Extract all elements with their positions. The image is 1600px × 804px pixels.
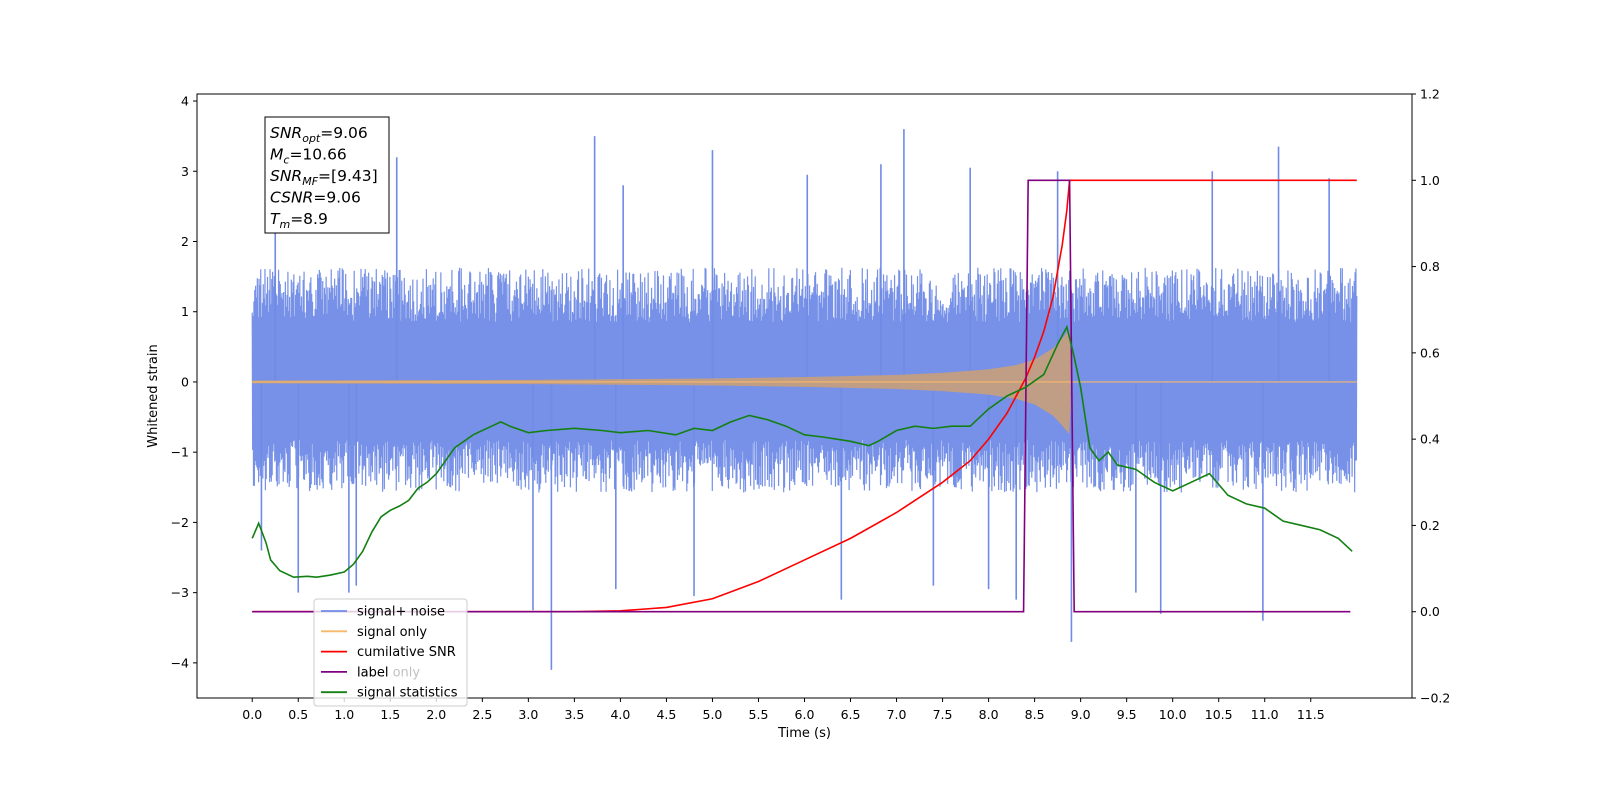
x-tick-label: 8.0 bbox=[979, 707, 999, 722]
x-tick-label: 4.0 bbox=[610, 707, 630, 722]
x-tick-label: 7.0 bbox=[887, 707, 907, 722]
x-tick-label: 1.5 bbox=[380, 707, 400, 722]
y-left-tick-label: −2 bbox=[171, 515, 189, 530]
legend-entry: label bbox=[357, 665, 388, 680]
x-tick-label: 6.5 bbox=[841, 707, 861, 722]
series-signal-noise bbox=[251, 267, 1358, 493]
x-tick-label: 4.5 bbox=[656, 707, 676, 722]
x-tick-label: 3.0 bbox=[518, 707, 538, 722]
y-left-tick-label: −1 bbox=[171, 445, 189, 460]
stats-line: CSNR=9.06 bbox=[270, 189, 361, 207]
legend-entry: signal+ noise bbox=[357, 605, 445, 620]
stats-annotation-box: SNRopt=9.06Mc=10.66SNRMF=[9.43]CSNR=9.06… bbox=[264, 116, 390, 234]
x-tick-label: 2.0 bbox=[426, 707, 446, 722]
y-axis-label: Whitened strain bbox=[146, 344, 161, 447]
stats-line: Tm=8.9 bbox=[270, 210, 328, 231]
y-right-tick-label: 0.2 bbox=[1420, 518, 1440, 533]
y-left-tick-label: −3 bbox=[171, 585, 189, 600]
x-tick-label: 10.0 bbox=[1159, 707, 1187, 722]
y-left-tick-label: −4 bbox=[171, 655, 189, 670]
legend-frame bbox=[313, 598, 468, 707]
y-right-tick-label: 0.4 bbox=[1420, 432, 1440, 447]
y-right-tick-label: −0.2 bbox=[1420, 691, 1450, 706]
stats-box-frame bbox=[264, 116, 390, 234]
x-tick-label: 0.5 bbox=[288, 707, 308, 722]
series-signal-statistics bbox=[251, 324, 1353, 579]
legend-entry: cumilative SNR bbox=[357, 645, 456, 660]
series-layer bbox=[251, 129, 1358, 670]
x-tick-label: 5.0 bbox=[703, 707, 723, 722]
x-axis-label: Time (s) bbox=[777, 726, 831, 741]
x-tick-label: 6.0 bbox=[795, 707, 815, 722]
x-tick-label: 9.5 bbox=[1117, 707, 1137, 722]
y-left-tick-label: 0 bbox=[181, 374, 189, 389]
y-right-tick-label: 0.0 bbox=[1420, 604, 1440, 619]
legend-entry-overlap: label only bbox=[357, 665, 420, 680]
x-tick-label: 0.0 bbox=[242, 707, 262, 722]
axes-layer: 0.0 0.5 1.0 1.5 2.0 2.5 3.0 3.5 4.0 4.5 5.0 5.5 6.0 6… bbox=[171, 87, 1451, 723]
series-label bbox=[252, 179, 1351, 613]
x-tick-label: 5.5 bbox=[749, 707, 769, 722]
y-left-tick-label: 1 bbox=[181, 304, 189, 319]
y-right-tick-label: 0.8 bbox=[1420, 259, 1440, 274]
x-tick-label: 7.5 bbox=[933, 707, 953, 722]
x-tick-label: 11.5 bbox=[1297, 707, 1325, 722]
stats-line: SNRMF=[9.43] bbox=[270, 167, 378, 188]
y-right-tick-label: 1.2 bbox=[1420, 87, 1440, 102]
legend-entry: signal only bbox=[357, 625, 427, 640]
y-left-tick-label: 2 bbox=[181, 234, 189, 249]
stats-line: Mc=10.66 bbox=[270, 146, 347, 167]
x-tick-label: 1.0 bbox=[334, 707, 354, 722]
x-tick-label: 2.5 bbox=[472, 707, 492, 722]
x-tick-label: 11.0 bbox=[1251, 707, 1279, 722]
y-right-tick-label: 1.0 bbox=[1420, 173, 1440, 188]
series-cumulative-snr bbox=[252, 179, 1357, 613]
legend-entry: signal statistics bbox=[357, 686, 458, 701]
x-tick-label: 9.0 bbox=[1071, 707, 1091, 722]
y-right-tick-label: 0.6 bbox=[1420, 345, 1440, 360]
y-left-tick-label: 4 bbox=[181, 94, 189, 109]
y-left-tick-label: 3 bbox=[181, 164, 189, 179]
stats-line: SNRopt=9.06 bbox=[270, 124, 368, 145]
x-tick-label: 8.5 bbox=[1025, 707, 1045, 722]
x-tick-label: 3.5 bbox=[564, 707, 584, 722]
x-tick-label: 10.5 bbox=[1205, 707, 1233, 722]
legend: signal+ noise signal only cumilative SNR la… bbox=[313, 598, 468, 707]
